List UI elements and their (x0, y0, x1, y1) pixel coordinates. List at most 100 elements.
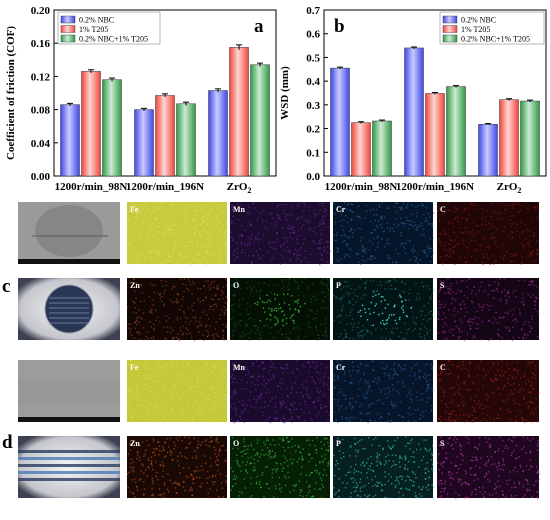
map-dot (425, 448, 427, 450)
map-dot (238, 401, 241, 403)
map-dot (315, 448, 317, 451)
map-dot (157, 202, 160, 204)
map-dot (306, 220, 308, 222)
map-dot (308, 371, 310, 374)
map-dot (490, 237, 493, 240)
map-dot (411, 484, 414, 487)
map-dot (202, 255, 205, 258)
map-dot (380, 484, 383, 486)
map-dot (376, 485, 379, 487)
map-dot (169, 437, 171, 440)
map-dot (222, 292, 224, 295)
map-dot (388, 288, 391, 290)
map-dot (287, 395, 289, 398)
map-dot (305, 335, 307, 338)
map-dot (315, 452, 318, 454)
map-dot (246, 287, 248, 290)
map-dot (431, 404, 433, 407)
map-dot (183, 312, 186, 314)
legend-swatch (442, 34, 458, 43)
map-dot (186, 333, 188, 335)
map-dot (198, 410, 200, 413)
map-dot (133, 413, 135, 416)
map-dot (324, 215, 326, 217)
map-dot (368, 249, 371, 251)
map-dot (237, 256, 239, 259)
map-dot (218, 248, 220, 250)
map-dot (212, 483, 215, 485)
map-dot (202, 220, 204, 222)
map-dot (531, 376, 534, 379)
map-dot (348, 285, 350, 287)
map-dot (488, 245, 490, 248)
map-dot (457, 336, 460, 338)
map-dot (156, 472, 158, 474)
map-dot (210, 305, 213, 308)
map-dot (473, 410, 476, 413)
map-dot (536, 240, 538, 242)
map-dot (190, 473, 193, 475)
map-dot (406, 468, 409, 471)
map-dot (426, 285, 428, 287)
map-dot (381, 218, 383, 220)
map-dot (222, 391, 224, 394)
map-dot (235, 279, 238, 281)
map-dot (129, 449, 131, 451)
map-dot (396, 476, 398, 478)
map-dot (214, 367, 216, 369)
map-dot (347, 301, 350, 304)
map-dot (388, 207, 390, 209)
map-dot (398, 293, 401, 295)
map-dot (517, 279, 520, 282)
map-dot (385, 328, 387, 330)
map-dot (249, 243, 251, 245)
map-dot (431, 202, 433, 204)
map-dot (426, 384, 429, 386)
map-dot (273, 285, 275, 287)
map-dot (211, 411, 213, 413)
map-dot (249, 339, 252, 341)
map-dot (522, 323, 525, 326)
map-dot (467, 249, 470, 252)
map-dot (518, 481, 521, 483)
map-dot (265, 440, 268, 442)
map-dot (430, 248, 432, 250)
map-dot (236, 462, 239, 465)
map-dot (291, 438, 293, 440)
map-dot (233, 390, 236, 393)
map-dot (152, 415, 155, 417)
map-dot (432, 290, 435, 293)
map-dot (215, 287, 218, 289)
map-dot (475, 293, 477, 296)
map-dot (402, 494, 404, 497)
map-dot (473, 335, 475, 337)
map-dot (479, 244, 481, 247)
map-dot (152, 368, 154, 371)
map-dot (417, 262, 419, 265)
map-dot (398, 318, 401, 321)
map-dot (273, 247, 275, 250)
map-dot (168, 317, 170, 320)
map-dot (253, 331, 255, 334)
map-dot (151, 393, 153, 395)
map-dot (511, 452, 513, 454)
map-dot (495, 230, 498, 232)
map-dot (266, 447, 269, 449)
map-dot (289, 250, 291, 252)
map-dot (520, 416, 523, 419)
map-dot (386, 222, 388, 224)
map-dot (334, 386, 336, 388)
map-dot (134, 365, 137, 368)
map-dot (456, 236, 458, 238)
map-dot (166, 331, 169, 333)
map-dot (314, 299, 317, 302)
map-dot (468, 442, 470, 444)
map-dot (439, 496, 441, 499)
map-dot (176, 439, 179, 441)
map-dot (217, 230, 220, 233)
map-dot (537, 491, 539, 493)
map-dot (321, 283, 324, 285)
map-dot (315, 313, 317, 315)
map-dot (355, 463, 357, 466)
map-dot (211, 389, 213, 391)
